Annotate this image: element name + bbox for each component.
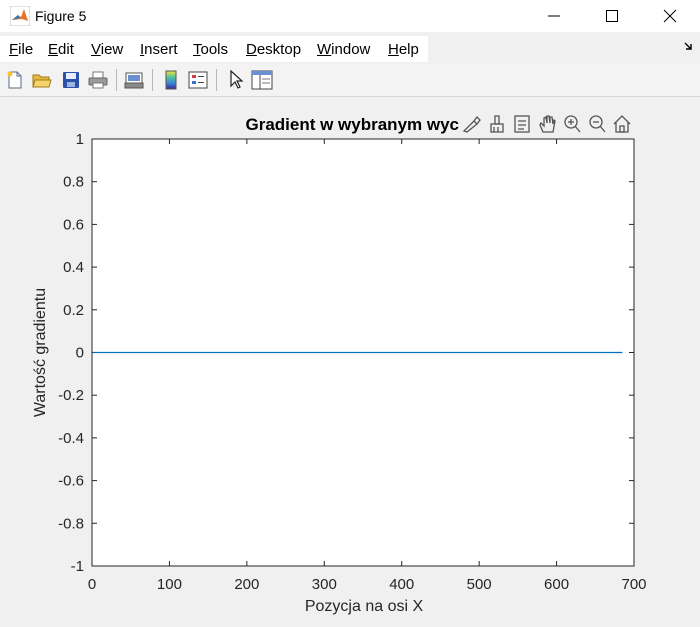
zoom-out-icon[interactable] (589, 115, 606, 133)
axes-toolbar (462, 115, 631, 133)
y-tick-label: -1 (71, 558, 84, 575)
axes-ticks: 0 100 200 300 400 500 600 700 1 0.8 0.6 0.4 0.2 0 -0.2… (58, 131, 646, 593)
print-button[interactable] (87, 69, 109, 91)
y-tick-label: -0.2 (58, 387, 84, 404)
save-icon (63, 72, 79, 88)
brush-edit-icon[interactable] (462, 116, 481, 133)
chart-title: Gradient w wybranym wyc (245, 115, 459, 134)
insert-legend-button[interactable] (187, 69, 209, 91)
edit-plot-pointer-icon (230, 70, 244, 89)
x-tick-label: 300 (312, 576, 337, 593)
dock-arrow-icon[interactable] (684, 41, 694, 51)
figure-canvas: 0 100 200 300 400 500 600 700 1 0.8 0.6 0.4 0.2 0 -0.2… (0, 97, 700, 622)
y-tick-label: 1 (76, 131, 84, 148)
y-tick-label: 0.4 (63, 259, 84, 276)
x-axis-label: Pozycja na osi X (305, 598, 424, 615)
menu-desktop[interactable]: Desktop (246, 41, 302, 58)
y-tick-label: 0.6 (63, 216, 84, 233)
menu-help[interactable]: Help (388, 41, 419, 58)
maximize-icon (606, 10, 618, 22)
y-tick-label: -0.4 (58, 430, 84, 447)
menu-file[interactable]: File (9, 41, 34, 58)
window-titlebar: Figure 5 (0, 0, 700, 32)
save-button[interactable] (60, 69, 82, 91)
minimize-icon (548, 15, 560, 17)
insert-legend-icon (188, 71, 208, 89)
data-tips-icon[interactable] (514, 115, 530, 133)
toolbar-separator (152, 69, 153, 91)
maximize-button[interactable] (583, 0, 641, 32)
home-restore-icon[interactable] (613, 115, 631, 133)
link-plot-button[interactable] (123, 69, 145, 91)
y-axis-label: Wartość gradientu (32, 288, 49, 417)
menu-bar: File Edit View Insert Tools Desktop Wind… (0, 36, 700, 62)
open-file-button[interactable] (31, 69, 53, 91)
toolbar-separator (116, 69, 117, 91)
print-icon (88, 71, 108, 89)
y-tick-label: -0.6 (58, 473, 84, 490)
x-tick-label: 200 (234, 576, 259, 593)
menu-insert[interactable]: Insert (140, 41, 178, 58)
new-figure-icon (7, 71, 22, 89)
data-brush-icon[interactable] (490, 115, 504, 133)
pan-hand-icon[interactable] (539, 115, 556, 133)
close-button[interactable] (641, 0, 699, 32)
open-file-icon (32, 74, 52, 88)
property-inspector-icon (251, 70, 273, 90)
plot-svg: 0 100 200 300 400 500 600 700 1 0.8 0.6 0.4 0.2 0 -0.2… (32, 115, 647, 615)
zoom-in-icon[interactable] (564, 115, 581, 133)
menu-items-container: File Edit View Insert Tools Desktop Wind… (0, 36, 428, 62)
x-tick-label: 0 (88, 576, 96, 593)
property-inspector-button[interactable] (251, 69, 273, 91)
x-tick-label: 700 (621, 576, 646, 593)
insert-colorbar-icon (165, 70, 177, 90)
x-tick-label: 500 (467, 576, 492, 593)
new-figure-button[interactable] (4, 69, 26, 91)
menu-view[interactable]: View (91, 41, 124, 58)
edit-plot-button[interactable] (225, 69, 247, 91)
menu-tools[interactable]: Tools (193, 41, 229, 58)
x-tick-label: 100 (157, 576, 182, 593)
link-plot-icon (124, 72, 144, 89)
menu-edit[interactable]: Edit (48, 41, 74, 58)
y-tick-label: 0.8 (63, 174, 84, 191)
toolbar-separator (216, 69, 217, 91)
y-tick-label: 0 (76, 345, 84, 362)
x-tick-label: 400 (389, 576, 414, 593)
minimize-button[interactable] (525, 0, 583, 32)
x-tick-label: 600 (544, 576, 569, 593)
y-tick-label: 0.2 (63, 302, 84, 319)
close-icon (663, 9, 677, 23)
window-title: Figure 5 (35, 8, 87, 24)
figure-toolbar (0, 64, 700, 97)
y-tick-label: -0.8 (58, 515, 84, 532)
matlab-logo-icon (10, 6, 30, 26)
insert-colorbar-button[interactable] (160, 69, 182, 91)
menu-window[interactable]: Window (317, 41, 371, 58)
